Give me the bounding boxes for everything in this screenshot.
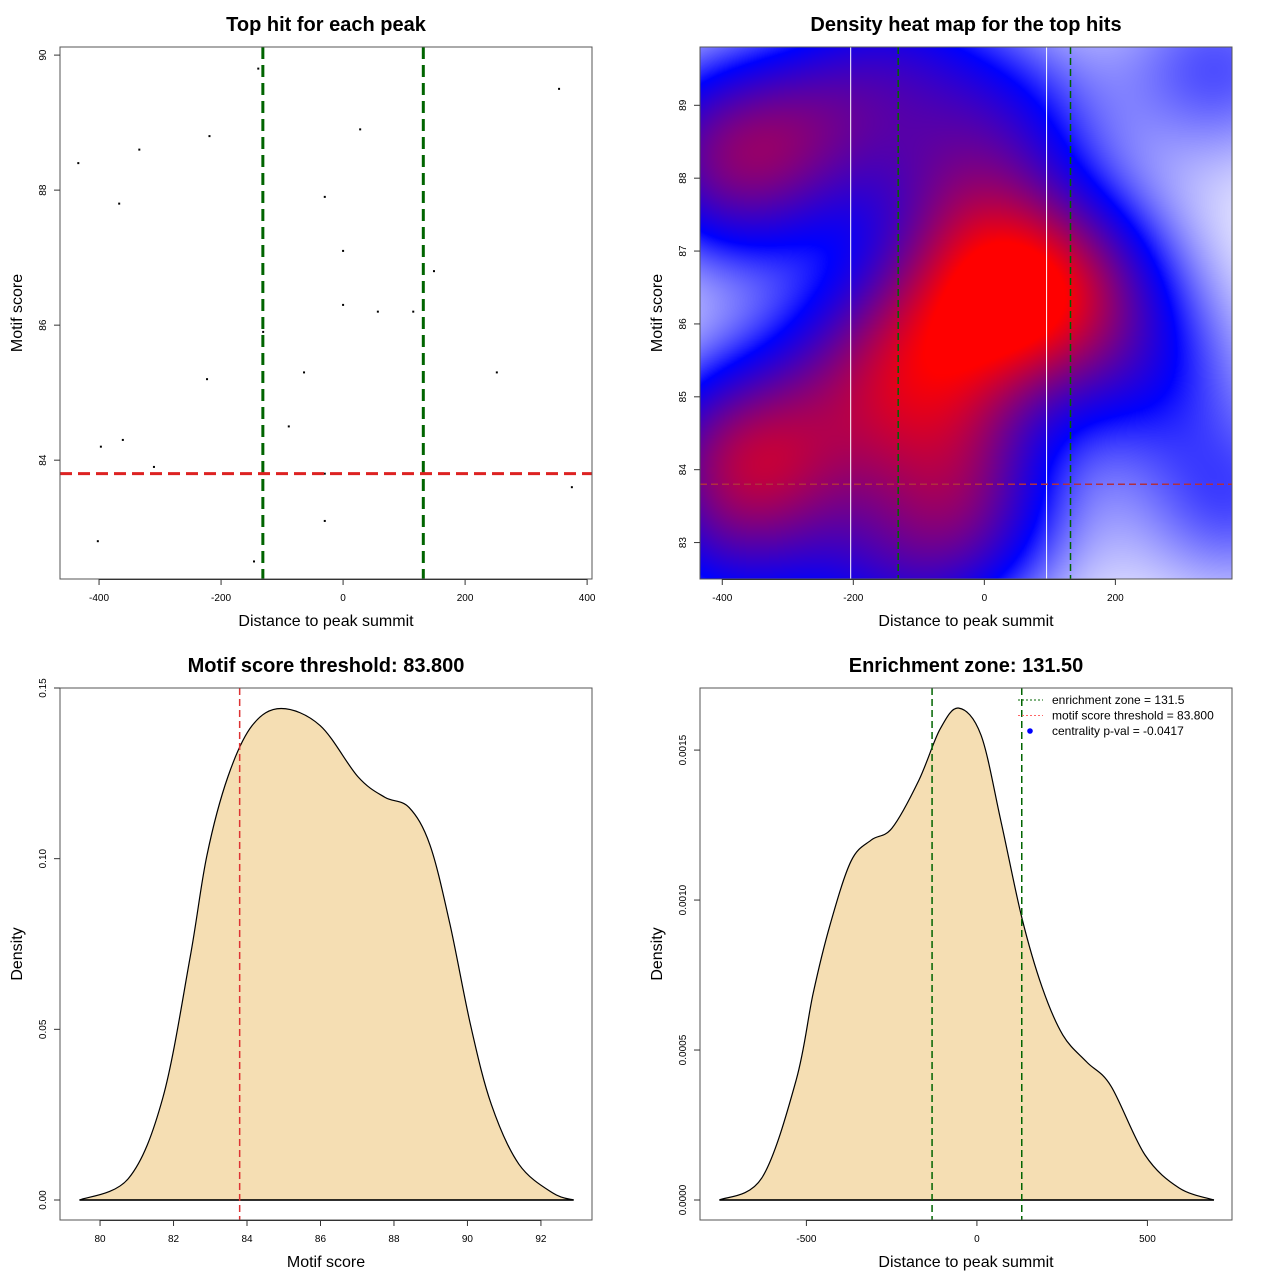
plot-frame xyxy=(59,46,593,580)
x-tick-label: -400 xyxy=(89,593,109,604)
x-tick-label: 500 xyxy=(1139,1234,1156,1245)
data-point xyxy=(257,67,260,70)
panel-2: Density heat map for the top hits Distanc… xyxy=(649,14,1233,630)
y-tick-label: 88 xyxy=(678,172,689,184)
x-tick-label: 0 xyxy=(982,593,988,604)
plot-frame xyxy=(699,46,1233,580)
chart-title: Enrichment zone: 131.50 xyxy=(849,655,1084,677)
data-point xyxy=(342,303,345,306)
x-tick-label: 90 xyxy=(462,1234,474,1245)
x-axis-label: Distance to peak summit xyxy=(238,613,414,630)
data-point xyxy=(118,202,121,205)
data-point xyxy=(77,162,80,165)
density-curve xyxy=(719,707,1215,1201)
y-tick-label: 90 xyxy=(38,49,49,61)
data-point xyxy=(323,519,326,522)
panel-1: Top hit for each peak Distance to peak su… xyxy=(9,14,596,630)
y-tick-label: 0.05 xyxy=(38,1019,49,1039)
y-tick-label: 0.0000 xyxy=(678,1184,689,1215)
legend-point-marker xyxy=(1027,728,1033,734)
x-tick-label: 88 xyxy=(388,1234,400,1245)
panel-3: Motif score threshold: 83.800 Motif score… xyxy=(9,655,593,1271)
x-tick-label: 200 xyxy=(457,593,474,604)
data-point xyxy=(206,378,209,381)
x-axis-label: Distance to peak summit xyxy=(878,613,1054,630)
y-tick-label: 0.00 xyxy=(38,1190,49,1210)
x-axis-label: Distance to peak summit xyxy=(878,1254,1054,1271)
data-point xyxy=(99,445,102,448)
legend-entry: motif score threshold = 83.800 xyxy=(1052,709,1214,723)
chart-title: Motif score threshold: 83.800 xyxy=(188,655,465,677)
legend-entry: centrality p-val = -0.0417 xyxy=(1052,724,1184,738)
x-tick-label: -200 xyxy=(211,593,231,604)
data-point xyxy=(121,438,124,441)
data-point xyxy=(287,425,290,428)
y-tick-label: 0.15 xyxy=(38,678,49,698)
data-point xyxy=(342,249,345,252)
data-point xyxy=(152,465,155,468)
y-axis-label: Motif score xyxy=(9,274,26,352)
legend-entry: enrichment zone = 131.5 xyxy=(1052,693,1185,707)
x-tick-label: -200 xyxy=(843,593,863,604)
y-tick-label: 88 xyxy=(38,184,49,196)
data-point xyxy=(495,371,498,374)
data-point xyxy=(138,148,141,151)
data-point xyxy=(323,195,326,198)
y-axis-label: Density xyxy=(9,927,26,980)
data-point xyxy=(432,270,435,273)
y-axis-label: Density xyxy=(649,927,666,980)
y-tick-label: 0.10 xyxy=(38,848,49,868)
data-point xyxy=(570,486,573,489)
x-tick-label: 400 xyxy=(579,593,596,604)
legend: enrichment zone = 131.5 motif score thres… xyxy=(1018,693,1214,738)
y-tick-label: 84 xyxy=(38,454,49,466)
x-tick-label: -400 xyxy=(712,593,732,604)
data-point xyxy=(208,135,211,138)
panel-4: Enrichment zone: 131.50 Distance to peak … xyxy=(649,655,1233,1271)
data-point xyxy=(359,128,362,131)
x-tick-label: -500 xyxy=(796,1234,816,1245)
x-tick-label: 92 xyxy=(535,1234,547,1245)
x-tick-label: 84 xyxy=(241,1234,253,1245)
data-point xyxy=(262,330,265,333)
data-point xyxy=(253,560,256,563)
data-point xyxy=(323,472,326,475)
x-tick-label: 200 xyxy=(1107,593,1124,604)
x-axis-label: Motif score xyxy=(287,1254,365,1271)
y-tick-label: 86 xyxy=(678,318,689,330)
chart-title: Density heat map for the top hits xyxy=(810,14,1121,36)
x-tick-label: 80 xyxy=(94,1234,106,1245)
y-tick-label: 86 xyxy=(38,319,49,331)
x-tick-label: 86 xyxy=(315,1234,327,1245)
y-tick-label: 0.0010 xyxy=(678,884,689,915)
y-tick-label: 0.0015 xyxy=(678,734,689,765)
data-point xyxy=(558,87,561,90)
density-curve xyxy=(79,707,574,1201)
y-tick-label: 89 xyxy=(678,99,689,111)
density-heatmap xyxy=(700,47,1232,579)
data-point xyxy=(303,371,306,374)
x-tick-label: 82 xyxy=(168,1234,180,1245)
y-axis-label: Motif score xyxy=(649,274,666,352)
y-tick-label: 87 xyxy=(678,245,689,257)
data-point xyxy=(412,310,415,313)
y-tick-label: 83 xyxy=(678,537,689,549)
x-tick-label: 0 xyxy=(340,593,346,604)
y-tick-label: 84 xyxy=(678,464,689,476)
chart-title: Top hit for each peak xyxy=(226,14,427,36)
data-point xyxy=(96,540,99,543)
y-tick-label: 0.0005 xyxy=(678,1034,689,1065)
data-point xyxy=(376,310,379,313)
y-tick-label: 85 xyxy=(678,391,689,403)
x-tick-label: 0 xyxy=(974,1234,980,1245)
